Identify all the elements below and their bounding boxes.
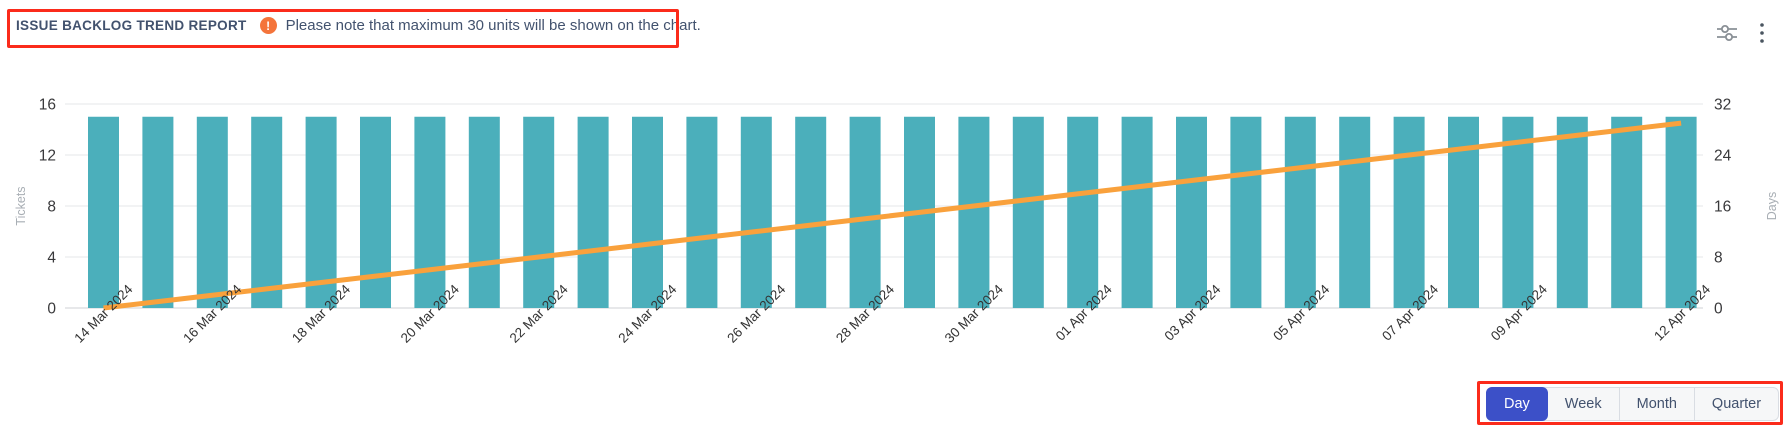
bar[interactable] xyxy=(740,116,772,308)
kebab-menu-icon xyxy=(1750,23,1774,51)
left-axis-title: Tickets xyxy=(14,186,28,225)
bar[interactable] xyxy=(251,116,283,308)
bar[interactable] xyxy=(468,116,500,308)
bar[interactable] xyxy=(142,116,174,308)
bar[interactable] xyxy=(686,116,718,308)
right-axis-tick: 0 xyxy=(1714,301,1723,318)
bar[interactable] xyxy=(958,116,990,308)
bar[interactable] xyxy=(523,116,555,308)
bar[interactable] xyxy=(1502,116,1534,308)
filter-settings-button[interactable] xyxy=(1712,18,1742,51)
right-axis-tick: 8 xyxy=(1714,250,1723,267)
trend-line xyxy=(103,120,1682,311)
bar[interactable] xyxy=(632,116,663,308)
bar[interactable] xyxy=(849,116,881,308)
bar[interactable] xyxy=(1665,116,1697,308)
bar[interactable] xyxy=(1012,116,1044,308)
bar[interactable] xyxy=(305,116,337,308)
alert-icon: ! xyxy=(259,17,277,34)
bar[interactable] xyxy=(795,116,827,308)
bar[interactable] xyxy=(414,116,446,308)
bar[interactable] xyxy=(577,116,609,308)
max-units-note: Please note that maximum 30 units will b… xyxy=(285,17,701,34)
period-switcher: Day Week Month Quarter xyxy=(1486,387,1780,421)
bar[interactable] xyxy=(1176,116,1207,308)
bar[interactable] xyxy=(1121,116,1153,308)
bar[interactable] xyxy=(1230,116,1262,308)
period-button-quarter[interactable]: Quarter xyxy=(1693,388,1778,420)
bar[interactable] xyxy=(1556,116,1588,308)
right-axis-tick: 32 xyxy=(1714,97,1731,114)
period-button-day[interactable]: Day xyxy=(1486,387,1548,421)
bar[interactable] xyxy=(196,116,228,308)
period-button-week[interactable]: Week xyxy=(1548,388,1619,420)
page-title: ISSUE BACKLOG TREND REPORT xyxy=(16,18,247,33)
more-options-button[interactable] xyxy=(1748,16,1776,53)
left-axis-tick: 16 xyxy=(39,97,56,114)
left-axis-tick: 0 xyxy=(47,301,56,318)
report-header: ISSUE BACKLOG TREND REPORT ! Please note… xyxy=(16,17,701,34)
left-axis-tick: 8 xyxy=(47,199,56,216)
right-axis-tick: 24 xyxy=(1714,148,1732,165)
right-axis-title: Days xyxy=(1765,192,1779,220)
bar[interactable] xyxy=(88,116,119,308)
bar[interactable] xyxy=(1611,116,1643,308)
bar[interactable] xyxy=(1339,116,1371,308)
right-axis-tick: 16 xyxy=(1714,199,1731,216)
bar[interactable] xyxy=(1393,116,1425,308)
sliders-icon xyxy=(1714,25,1740,49)
bar[interactable] xyxy=(1284,116,1316,308)
period-button-month[interactable]: Month xyxy=(1618,388,1694,420)
bar[interactable] xyxy=(1067,116,1099,308)
left-axis-tick: 4 xyxy=(47,250,56,267)
left-axis-tick: 12 xyxy=(39,148,56,165)
